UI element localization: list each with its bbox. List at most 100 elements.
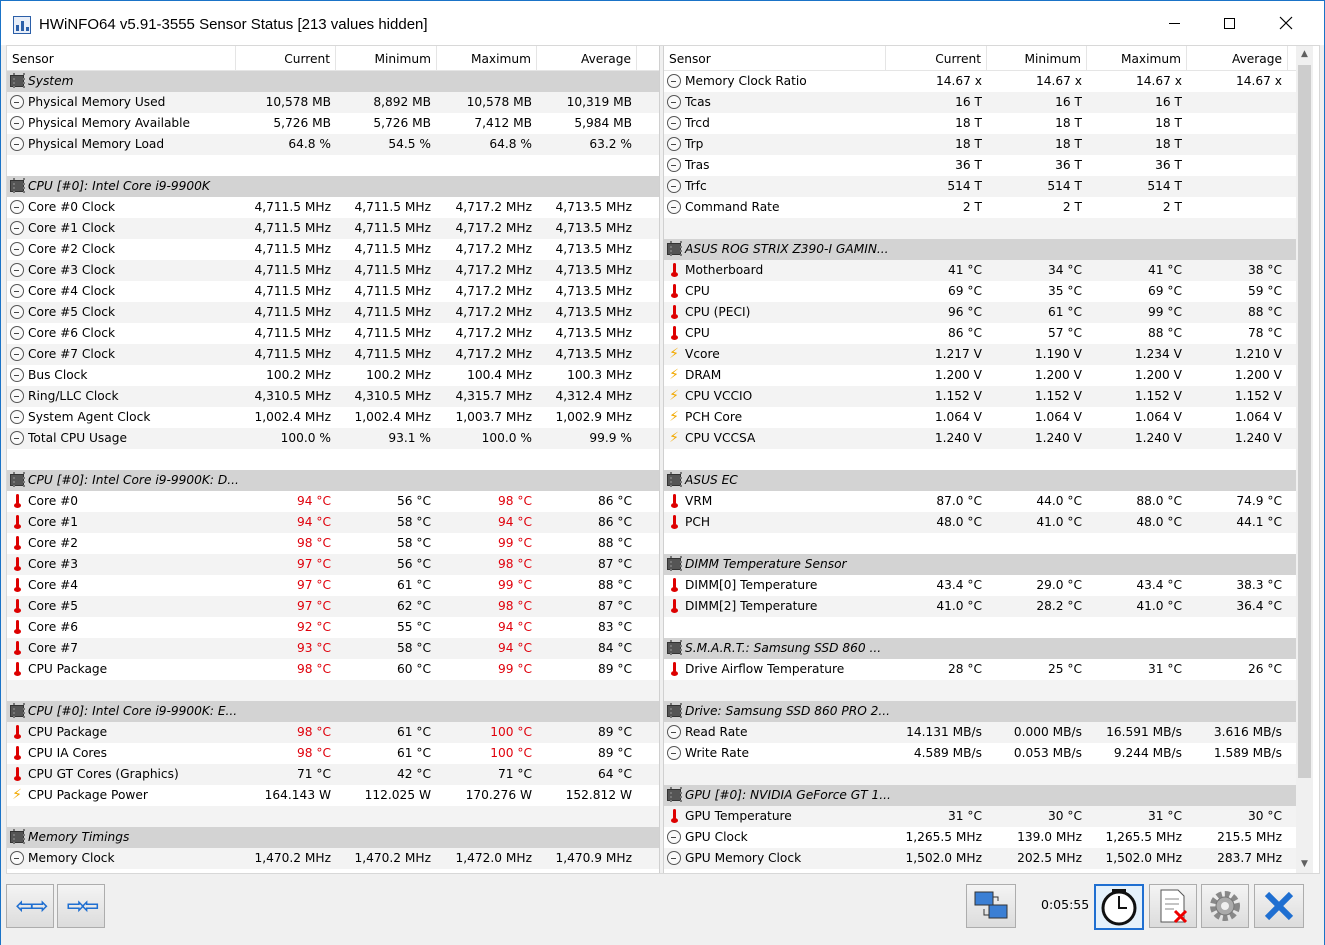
table-row[interactable]: Motherboard 41 °C 34 °C 41 °C 38 °C xyxy=(664,260,1297,281)
network-button[interactable] xyxy=(966,884,1016,928)
table-row[interactable]: GPU Temperature 31 °C 30 °C 31 °C 30 °C xyxy=(664,806,1297,827)
table-row[interactable]: Physical Memory Available 5,726 MB 5,726 M… xyxy=(7,113,659,134)
table-row[interactable]: Core #7 93 °C 58 °C 94 °C 84 °C xyxy=(7,638,659,659)
pane-divider[interactable] xyxy=(659,46,664,873)
table-row[interactable]: Core #0 Clock 4,711.5 MHz 4,711.5 MHz 4,717… xyxy=(7,197,659,218)
table-row[interactable]: CPU IA Cores 98 °C 61 °C 100 °C 89 °C xyxy=(7,743,659,764)
table-row[interactable]: ⚡ DRAM 1.200 V 1.200 V 1.200 V 1.200 V xyxy=(664,365,1297,386)
table-row[interactable]: Physical Memory Used 10,578 MB 8,892 MB 10,… xyxy=(7,92,659,113)
sensor-group[interactable]: GPU [#0]: NVIDIA GeForce GT 1... xyxy=(664,785,1297,806)
table-row[interactable]: DIMM[2] Temperature 41.0 °C 28.2 °C 41.0 °C… xyxy=(664,596,1297,617)
header-sensor[interactable]: Sensor xyxy=(664,46,886,71)
table-row[interactable]: Trfc 514 T 514 T 514 T xyxy=(664,176,1297,197)
table-row[interactable]: Memory Clock Ratio 14.67 x 14.67 x 14.67 x 1… xyxy=(664,71,1297,92)
table-row[interactable]: Trp 18 T 18 T 18 T xyxy=(664,134,1297,155)
clock-button[interactable] xyxy=(1094,884,1144,930)
table-row[interactable]: CPU GT Cores (Graphics) 71 °C 42 °C 71 °C 64… xyxy=(7,764,659,785)
table-row[interactable]: GPU Clock 1,265.5 MHz 139.0 MHz 1,265.5 MHz… xyxy=(664,827,1297,848)
table-row[interactable]: CPU 86 °C 57 °C 88 °C 78 °C xyxy=(664,323,1297,344)
value-max: 99 °C xyxy=(498,662,532,676)
table-row[interactable]: Core #3 Clock 4,711.5 MHz 4,711.5 MHz 4,717… xyxy=(7,260,659,281)
table-row[interactable]: Command Rate 2 T 2 T 2 T xyxy=(664,197,1297,218)
table-row[interactable]: GPU Memory Clock 1,502.0 MHz 202.5 MHz 1,50… xyxy=(664,848,1297,869)
close-button[interactable] xyxy=(1263,1,1309,45)
table-row[interactable]: CPU Package 98 °C 61 °C 100 °C 89 °C xyxy=(7,722,659,743)
table-row[interactable]: Trcd 18 T 18 T 18 T xyxy=(664,113,1297,134)
sensor-group[interactable]: CPU [#0]: Intel Core i9-9900K: D... xyxy=(7,470,659,491)
table-row[interactable]: System Agent Clock 1,002.4 MHz 1,002.4 MHz… xyxy=(7,407,659,428)
left-pane[interactable]: Sensor Current Minimum Maximum Average S… xyxy=(7,46,659,873)
header-minimum[interactable]: Minimum xyxy=(336,46,437,71)
sensor-group[interactable]: S.M.A.R.T.: Samsung SSD 860 ... xyxy=(664,638,1297,659)
table-row[interactable]: Core #3 97 °C 56 °C 98 °C 87 °C xyxy=(7,554,659,575)
header-current[interactable]: Current xyxy=(236,46,336,71)
settings-button[interactable] xyxy=(1201,884,1249,928)
sensor-group[interactable]: CPU [#0]: Intel Core i9-9900K xyxy=(7,176,659,197)
table-row[interactable]: Ring/LLC Clock 4,310.5 MHz 4,310.5 MHz 4,31… xyxy=(7,386,659,407)
table-row[interactable]: ⚡ CPU VCCSA 1.240 V 1.240 V 1.240 V 1.240 V xyxy=(664,428,1297,449)
maximize-button[interactable] xyxy=(1206,1,1252,45)
sensor-group[interactable]: Memory Timings xyxy=(7,827,659,848)
table-row[interactable]: Core #7 Clock 4,711.5 MHz 4,711.5 MHz 4,717… xyxy=(7,344,659,365)
table-row[interactable]: Core #5 Clock 4,711.5 MHz 4,711.5 MHz 4,717… xyxy=(7,302,659,323)
header-sensor[interactable]: Sensor xyxy=(7,46,236,71)
right-pane[interactable]: Sensor Current Minimum Maximum Average M… xyxy=(664,46,1297,873)
table-row[interactable]: DIMM[0] Temperature 43.4 °C 29.0 °C 43.4 °C… xyxy=(664,575,1297,596)
table-row[interactable]: Core #2 98 °C 58 °C 99 °C 88 °C xyxy=(7,533,659,554)
table-row[interactable]: Memory Clock 1,470.2 MHz 1,470.2 MHz 1,472.… xyxy=(7,848,659,869)
header-maximum[interactable]: Maximum xyxy=(1087,46,1187,71)
table-row[interactable]: Core #6 92 °C 55 °C 94 °C 83 °C xyxy=(7,617,659,638)
table-row[interactable]: ⚡ CPU VCCIO 1.152 V 1.152 V 1.152 V 1.152 V xyxy=(664,386,1297,407)
table-row[interactable]: Core #5 97 °C 62 °C 98 °C 87 °C xyxy=(7,596,659,617)
table-row[interactable]: CPU 69 °C 35 °C 69 °C 59 °C xyxy=(664,281,1297,302)
exit-button[interactable] xyxy=(1254,884,1304,928)
value-avg: 86 °C xyxy=(598,515,632,529)
sensor-group[interactable]: Drive: Samsung SSD 860 PRO 2... xyxy=(664,701,1297,722)
scroll-thumb[interactable] xyxy=(1298,65,1311,778)
table-row[interactable]: Tras 36 T 36 T 36 T xyxy=(664,155,1297,176)
table-row[interactable]: ⚡ CPU Package Power 164.143 W 112.025 W 170.… xyxy=(7,785,659,806)
collapse-button[interactable]: ⇨⇦ xyxy=(57,884,105,928)
vertical-scrollbar[interactable]: ▲ ▼ xyxy=(1296,46,1313,873)
value-max: 1,472.0 MHz xyxy=(455,851,532,865)
header-average[interactable]: Average xyxy=(1187,46,1288,71)
table-row[interactable]: Core #2 Clock 4,711.5 MHz 4,711.5 MHz 4,717… xyxy=(7,239,659,260)
group-label: CPU [#0]: Intel Core i9-9900K: D... xyxy=(28,473,239,487)
value-min: 1.200 V xyxy=(1034,368,1082,382)
sensor-group[interactable]: ASUS ROG STRIX Z390-I GAMIN... xyxy=(664,239,1297,260)
table-row[interactable]: PCH 48.0 °C 41.0 °C 48.0 °C 44.1 °C xyxy=(664,512,1297,533)
expand-button[interactable]: ⇦⇨ xyxy=(6,884,54,928)
sensor-group[interactable]: ASUS EC xyxy=(664,470,1297,491)
sensor-group[interactable]: DIMM Temperature Sensor xyxy=(664,554,1297,575)
table-row[interactable]: CPU Package 98 °C 60 °C 99 °C 89 °C xyxy=(7,659,659,680)
header-current[interactable]: Current xyxy=(886,46,987,71)
table-row[interactable]: CPU (PECI) 96 °C 61 °C 99 °C 88 °C xyxy=(664,302,1297,323)
reset-button[interactable] xyxy=(1149,884,1197,928)
sensor-group[interactable]: CPU [#0]: Intel Core i9-9900K: E... xyxy=(7,701,659,722)
table-row[interactable]: Core #4 97 °C 61 °C 99 °C 88 °C xyxy=(7,575,659,596)
table-row[interactable]: VRM 87.0 °C 44.0 °C 88.0 °C 74.9 °C xyxy=(664,491,1297,512)
thermometer-icon xyxy=(667,494,681,508)
table-row[interactable]: Drive Airflow Temperature 28 °C 25 °C 31 °C… xyxy=(664,659,1297,680)
table-row[interactable]: Physical Memory Load 64.8 % 54.5 % 64.8 % 63… xyxy=(7,134,659,155)
header-minimum[interactable]: Minimum xyxy=(987,46,1087,71)
table-row[interactable]: Core #1 94 °C 58 °C 94 °C 86 °C xyxy=(7,512,659,533)
table-row[interactable]: Core #4 Clock 4,711.5 MHz 4,711.5 MHz 4,717… xyxy=(7,281,659,302)
scroll-down-icon[interactable]: ▼ xyxy=(1301,859,1308,869)
sensor-group[interactable]: System xyxy=(7,71,659,92)
table-row[interactable]: Read Rate 14.131 MB/s 0.000 MB/s 16.591 MB/… xyxy=(664,722,1297,743)
table-row[interactable]: Core #1 Clock 4,711.5 MHz 4,711.5 MHz 4,717… xyxy=(7,218,659,239)
table-row[interactable]: Tcas 16 T 16 T 16 T xyxy=(664,92,1297,113)
table-row[interactable]: Core #0 94 °C 56 °C 98 °C 86 °C xyxy=(7,491,659,512)
table-row[interactable]: Write Rate 4.589 MB/s 0.053 MB/s 9.244 MB/s… xyxy=(664,743,1297,764)
title-bar[interactable]: HWiNFO64 v5.91-3555 Sensor Status [213 v… xyxy=(1,1,1324,45)
header-average[interactable]: Average xyxy=(537,46,637,71)
table-row[interactable]: Total CPU Usage 100.0 % 93.1 % 100.0 % 99.9 … xyxy=(7,428,659,449)
header-maximum[interactable]: Maximum xyxy=(437,46,537,71)
table-row[interactable]: Bus Clock 100.2 MHz 100.2 MHz 100.4 MHz 100.… xyxy=(7,365,659,386)
table-row[interactable]: ⚡ Vcore 1.217 V 1.190 V 1.234 V 1.210 V xyxy=(664,344,1297,365)
minimize-button[interactable] xyxy=(1151,1,1197,45)
scroll-up-icon[interactable]: ▲ xyxy=(1301,49,1308,59)
table-row[interactable]: ⚡ PCH Core 1.064 V 1.064 V 1.064 V 1.064 V xyxy=(664,407,1297,428)
table-row[interactable]: Core #6 Clock 4,711.5 MHz 4,711.5 MHz 4,717… xyxy=(7,323,659,344)
